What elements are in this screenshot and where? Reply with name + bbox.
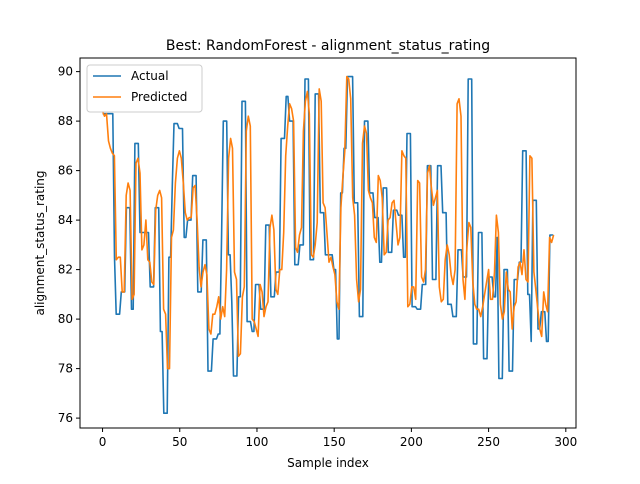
y-axis-ticks: 76 78 80 82 84 86 88 90 — [58, 65, 80, 425]
y-tick-label: 90 — [58, 65, 73, 79]
plot-lines — [101, 75, 555, 414]
legend-label-actual: Actual — [131, 69, 169, 83]
x-tick-label: 200 — [400, 435, 423, 449]
chart-title: Best: RandomForest - alignment_status_ra… — [166, 38, 490, 54]
y-tick-label: 82 — [58, 263, 73, 277]
y-tick-label: 88 — [58, 114, 73, 128]
y-tick-label: 78 — [58, 362, 73, 376]
x-tick-label: 100 — [246, 435, 269, 449]
x-tick-label: 150 — [323, 435, 346, 449]
x-axis-ticks: 0 50 100 150 200 250 300 — [99, 428, 577, 449]
y-axis-label: alignment_status_rating — [33, 170, 47, 315]
x-axis-label: Sample index — [287, 456, 369, 470]
series-line-predicted — [101, 75, 555, 370]
y-tick-label: 84 — [58, 213, 73, 227]
plot-frame — [79, 57, 577, 429]
legend-label-predicted: Predicted — [131, 90, 187, 104]
y-tick-label: 80 — [58, 312, 73, 326]
y-tick-label: 76 — [58, 411, 73, 425]
y-tick-label: 86 — [58, 164, 73, 178]
x-tick-label: 300 — [554, 435, 577, 449]
x-tick-label: 50 — [172, 435, 187, 449]
legend: Actual Predicted — [86, 64, 203, 113]
x-tick-label: 0 — [99, 435, 107, 449]
x-tick-label: 250 — [477, 435, 500, 449]
